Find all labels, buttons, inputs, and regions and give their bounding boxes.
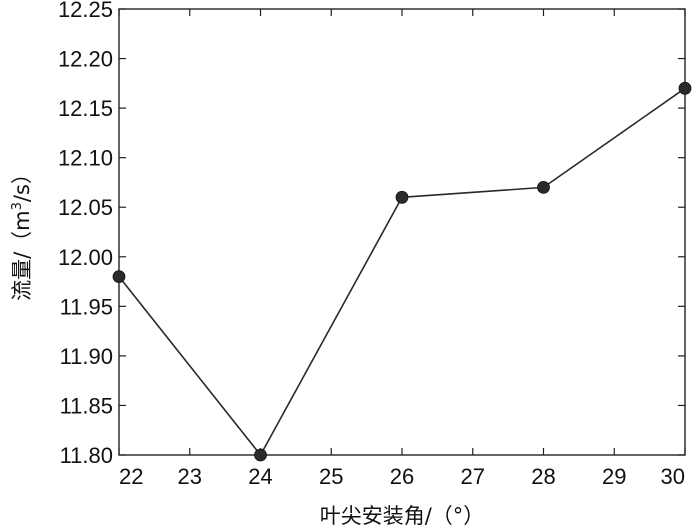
y-tick-label: 12.10 xyxy=(58,146,113,171)
y-tick-label: 12.00 xyxy=(58,245,113,270)
y-axis-title: 流量/（m3/s） xyxy=(10,163,34,301)
y-tick-label: 11.80 xyxy=(60,443,113,468)
data-point xyxy=(678,81,692,95)
data-point xyxy=(537,180,550,194)
x-tick-label: 30 xyxy=(661,464,685,489)
y-axis-title-main: 流量/（m xyxy=(10,210,34,301)
y-tick-label: 11.90 xyxy=(60,344,113,369)
x-tick-label: 23 xyxy=(178,464,202,489)
x-tick-label: 22 xyxy=(119,464,143,489)
data-point xyxy=(395,190,409,204)
y-tick-label: 11.85 xyxy=(60,393,113,418)
x-tick-label: 29 xyxy=(602,464,626,489)
y-axis-title-tail: /s） xyxy=(10,163,34,202)
series-group xyxy=(112,81,692,462)
y-tick-label: 12.25 xyxy=(58,0,113,22)
y-axis: 11.80 11.85 11.90 11.95 12.00 12.05 12.10 12.15… xyxy=(58,0,685,468)
y-tick-label: 12.15 xyxy=(58,96,113,121)
y-tick-label: 11.95 xyxy=(60,294,113,319)
x-tick-label: 26 xyxy=(390,464,414,489)
x-tick-label: 27 xyxy=(461,464,485,489)
data-point xyxy=(112,270,126,284)
y-tick-label: 12.20 xyxy=(58,47,113,72)
plot-frame xyxy=(118,8,686,456)
y-tick-label: 12.05 xyxy=(58,195,113,220)
y-axis-title-superscript: 3 xyxy=(10,202,25,210)
x-tick-label: 28 xyxy=(531,464,555,489)
x-tick-label: 25 xyxy=(319,464,343,489)
series-line xyxy=(118,87,686,457)
data-point xyxy=(254,448,267,462)
x-tick-label: 24 xyxy=(248,464,272,489)
x-axis: 22 23 24 25 26 27 28 29 30 xyxy=(118,9,686,489)
x-axis-title: 叶尖安装角/（°） xyxy=(320,504,485,528)
